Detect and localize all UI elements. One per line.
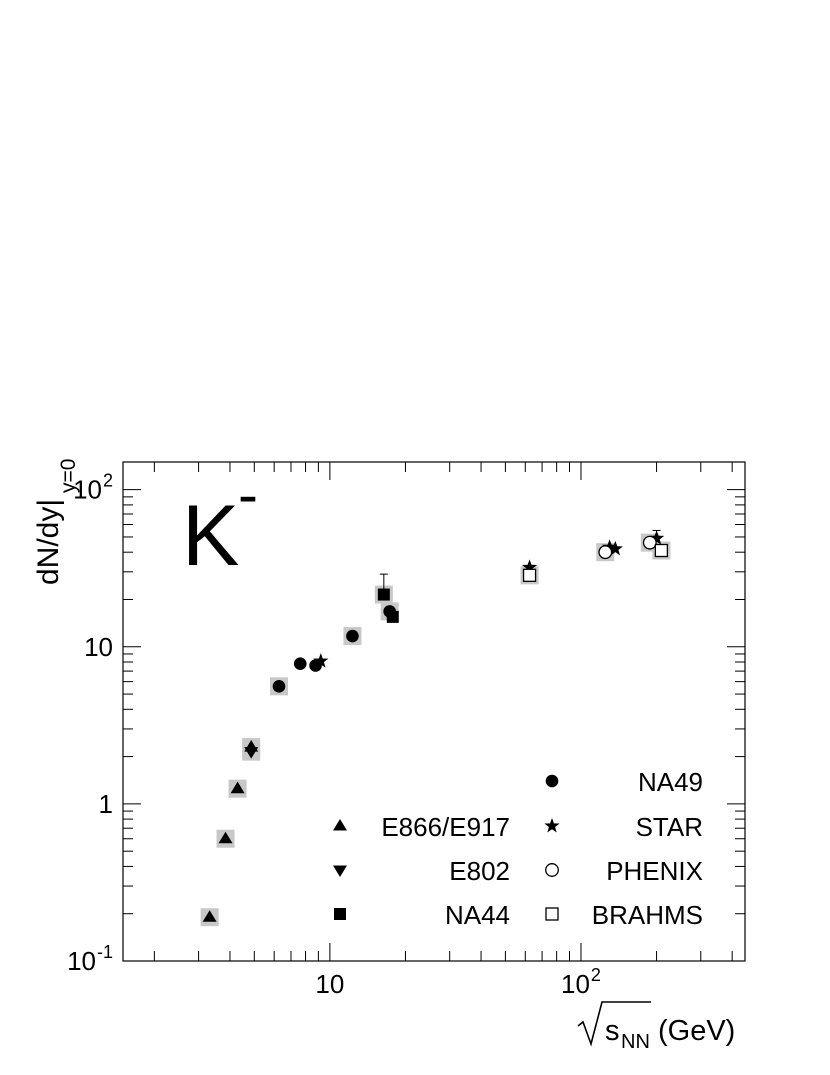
x-axis-label-var: s <box>605 1015 620 1047</box>
y-axis-label-main: dN/dy| <box>32 499 65 585</box>
point-star <box>313 653 329 668</box>
y-tick-label: 10 -1 <box>67 942 113 976</box>
legend-label-na49: NA49 <box>638 767 703 797</box>
sqrt-symbol <box>577 1001 651 1047</box>
point-na49 <box>383 605 396 618</box>
y-tick-label-base: 10 <box>67 946 96 976</box>
legend-label-e866-e917: E866/E917 <box>381 812 510 842</box>
y-tick-label: 10 2 <box>73 471 113 505</box>
plot-frame <box>122 461 746 962</box>
point-star <box>648 530 665 545</box>
x-tick-label-base: 10 <box>561 969 590 999</box>
legend-label-e802: E802 <box>449 856 510 886</box>
y-tick-label: 1 <box>99 789 113 819</box>
x-tick-label: 10 2 <box>561 965 601 999</box>
data-points <box>202 530 669 922</box>
error-bars <box>379 529 661 595</box>
legend-label-phenix: PHENIX <box>606 856 703 886</box>
legend-marker-brahms <box>545 907 559 921</box>
x-tick-label: 10 <box>315 969 344 999</box>
x-axis-label-unit: (GeV) <box>658 1015 735 1047</box>
point-e866-e917 <box>230 781 245 794</box>
x-tick-label-exp: 2 <box>591 965 601 985</box>
x-tick-label-base: 10 <box>315 969 344 999</box>
legend: E866/E917 E802 NA44 NA49 STAR PHENIX BRAHMS <box>333 767 703 930</box>
legend-label-na44: NA44 <box>445 900 510 930</box>
point-e866-e917 <box>202 910 217 922</box>
point-na49 <box>346 629 359 643</box>
legend-marker-star <box>544 818 560 833</box>
point-phenix <box>642 535 657 550</box>
legend-marker-e802 <box>333 865 347 877</box>
y-axis-label: dN/dy| y=0 <box>32 459 80 585</box>
legend-marker-phenix <box>545 863 559 877</box>
x-axis-label: s NN (GeV) <box>577 1001 735 1053</box>
point-brahms <box>522 568 537 582</box>
particle-label-sup: - <box>238 461 258 528</box>
y-tick-label-base: 10 <box>73 475 102 505</box>
y-axis-label-sub: y=0 <box>57 459 80 493</box>
y-tick-label-exp: 2 <box>103 471 113 491</box>
point-star <box>607 540 623 556</box>
legend-label-brahms: BRAHMS <box>592 900 703 930</box>
point-e866-e917 <box>218 831 233 844</box>
point-phenix <box>598 545 613 560</box>
particle-label: K <box>182 488 239 584</box>
legend-label-star: STAR <box>636 812 703 842</box>
point-na44 <box>377 588 390 601</box>
y-tick-label: 10 <box>84 632 113 662</box>
point-na49 <box>272 680 286 693</box>
point-brahms <box>654 543 669 558</box>
legend-marker-e866-e917 <box>333 819 347 831</box>
y-tick-label-base: 1 <box>99 789 113 819</box>
axis-ticks <box>123 462 745 962</box>
y-tick-label-base: 10 <box>84 632 113 662</box>
point-na49 <box>293 657 307 671</box>
x-axis-label-sub: NN <box>621 1031 650 1053</box>
point-e802 <box>244 747 259 759</box>
legend-marker-na49 <box>545 774 559 788</box>
y-tick-label-exp: -1 <box>97 942 113 962</box>
point-star <box>521 559 538 574</box>
systematic-error-boxes <box>200 533 671 927</box>
legend-marker-na44 <box>334 908 346 920</box>
